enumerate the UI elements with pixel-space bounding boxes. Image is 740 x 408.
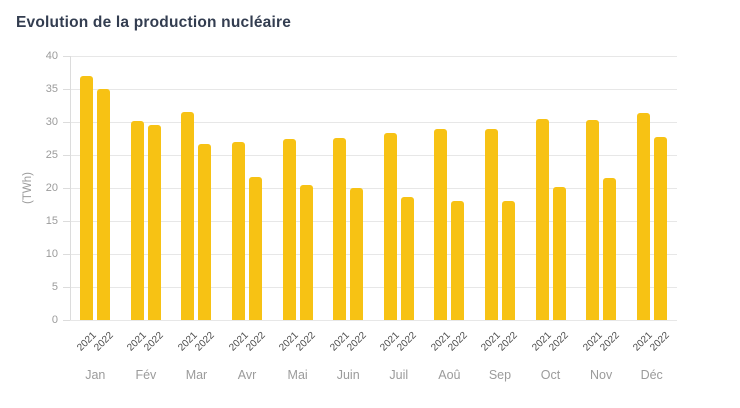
month-label-Mar: Mar — [185, 368, 208, 382]
y-axis-tick-25 — [63, 155, 70, 156]
y-axis-line — [70, 56, 71, 320]
bar-2021-Nov[interactable] — [586, 120, 600, 320]
bar-2021-Juin[interactable] — [333, 137, 347, 320]
bar-2022-Mai[interactable] — [299, 185, 313, 320]
bar-2021-Fév[interactable] — [130, 120, 144, 320]
y-axis-tick-5 — [63, 287, 70, 288]
bar-2021-Mai[interactable] — [282, 138, 296, 320]
bar-2021-Aoû[interactable] — [434, 129, 448, 320]
gridline-35 — [70, 89, 677, 90]
chart-title: Evolution de la production nucléaire — [16, 14, 292, 31]
month-label-Avr: Avr — [237, 368, 257, 382]
month-label-Juil: Juil — [389, 368, 409, 382]
y-tick-label-20: 20 — [45, 182, 58, 194]
bar-2021-Avr[interactable] — [232, 141, 246, 320]
y-tick-label-15: 15 — [45, 215, 58, 227]
bar-2022-Juil[interactable] — [400, 197, 414, 320]
bar-2021-Oct[interactable] — [535, 118, 549, 320]
bar-2021-Jan[interactable] — [80, 75, 94, 320]
y-axis-tick-10 — [63, 254, 70, 255]
bar-2021-Déc[interactable] — [636, 113, 650, 320]
gridline-15 — [70, 221, 677, 222]
bar-2022-Juin[interactable] — [350, 188, 364, 320]
gridline-10 — [70, 254, 677, 255]
bar-2021-Juil[interactable] — [383, 133, 397, 320]
bar-2022-Mar[interactable] — [198, 143, 212, 320]
y-axis-tick-30 — [63, 122, 70, 123]
bar-2021-Sep[interactable] — [484, 129, 498, 320]
month-label-Nov: Nov — [590, 368, 613, 382]
y-tick-label-10: 10 — [45, 248, 58, 260]
y-tick-label-5: 5 — [51, 281, 58, 293]
month-label-Oct: Oct — [540, 368, 561, 382]
bar-2022-Sep[interactable] — [501, 200, 515, 320]
month-label-Mai: Mai — [287, 368, 308, 382]
month-label-Jan: Jan — [85, 368, 106, 382]
y-axis-tick-20 — [63, 188, 70, 189]
gridline-20 — [70, 188, 677, 189]
y-tick-label-30: 30 — [45, 116, 58, 128]
bar-2022-Oct[interactable] — [552, 187, 566, 320]
bar-2022-Aoû[interactable] — [451, 201, 465, 320]
y-tick-label-35: 35 — [45, 83, 58, 95]
y-axis-tick-35 — [63, 89, 70, 90]
gridline-0 — [70, 320, 677, 321]
y-axis-title: (TWh) — [22, 172, 34, 204]
bar-2022-Avr[interactable] — [249, 177, 263, 320]
y-axis-tick-40 — [63, 56, 70, 57]
month-label-Aoû: Aoû — [438, 368, 461, 382]
month-label-Fév: Fév — [135, 368, 157, 382]
month-label-Déc: Déc — [640, 368, 663, 382]
bar-2021-Mar[interactable] — [181, 112, 195, 320]
y-tick-label-25: 25 — [45, 149, 58, 161]
month-label-Juin: Juin — [336, 368, 360, 382]
y-tick-label-0: 0 — [51, 314, 58, 326]
y-axis-tick-15 — [63, 221, 70, 222]
gridline-40 — [70, 56, 677, 57]
bar-2022-Nov[interactable] — [603, 178, 617, 320]
month-label-Sep: Sep — [488, 368, 512, 382]
bar-2022-Jan[interactable] — [97, 89, 111, 320]
bar-2022-Fév[interactable] — [147, 125, 161, 320]
gridline-25 — [70, 155, 677, 156]
gridline-5 — [70, 287, 677, 288]
gridline-30 — [70, 122, 677, 123]
y-tick-label-40: 40 — [45, 50, 58, 62]
y-axis-tick-0 — [63, 320, 70, 321]
bar-2022-Déc[interactable] — [653, 136, 667, 320]
